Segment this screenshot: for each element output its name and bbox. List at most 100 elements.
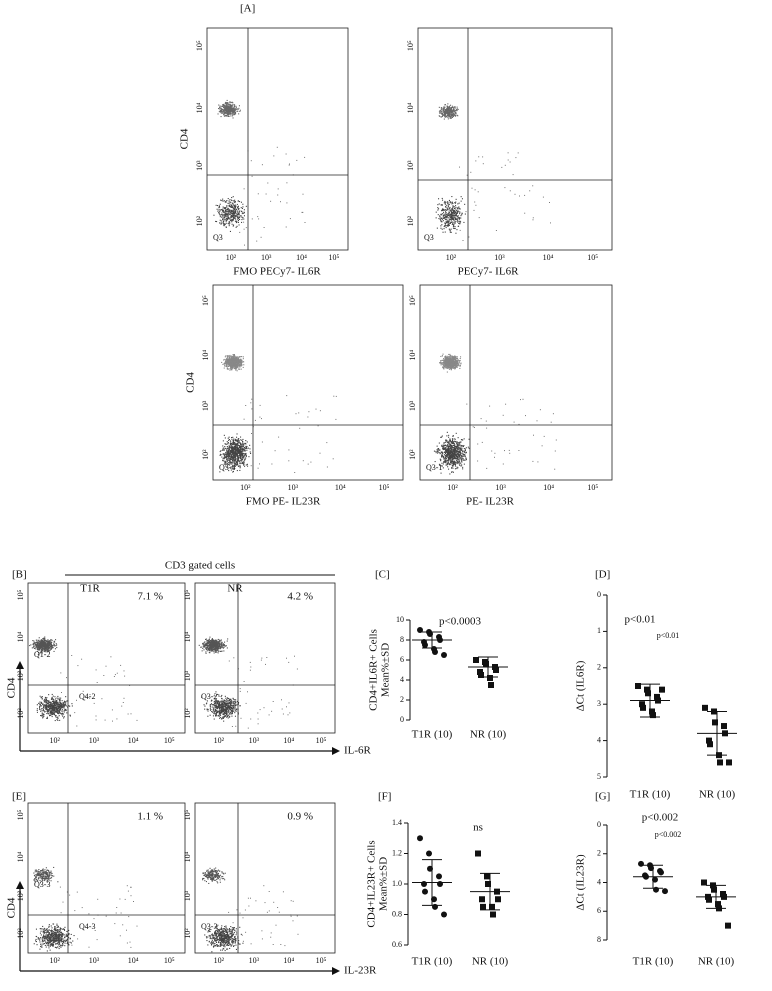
event-dot (226, 365, 228, 367)
event-dot (448, 445, 450, 447)
event-dot (228, 218, 230, 220)
event-dot (216, 208, 218, 210)
event-dot (451, 452, 453, 454)
event-dot (458, 461, 460, 463)
event-dot (43, 651, 45, 653)
event-dot (234, 209, 236, 211)
y-decade-label: 10³ (408, 400, 417, 411)
event-dot (234, 206, 236, 208)
event-dot (449, 367, 451, 369)
event-dot (238, 447, 240, 449)
event-dot (250, 160, 252, 162)
event-dot (239, 109, 241, 111)
event-dot (225, 102, 227, 104)
event-dot (41, 649, 43, 651)
event-dot (450, 117, 452, 119)
event-dot (456, 361, 458, 363)
event-dot (455, 450, 457, 452)
event-dot (244, 458, 246, 460)
event-dot (448, 368, 450, 370)
event-dot (225, 362, 227, 364)
event-dot (41, 647, 43, 649)
event-dot (450, 459, 452, 461)
event-dot (451, 105, 453, 107)
event-dot (233, 208, 235, 210)
event-dot (452, 462, 454, 464)
event-dot (452, 463, 454, 465)
event-dot (223, 110, 225, 112)
event-dot (234, 359, 236, 361)
event-dot (450, 216, 452, 218)
event-dot (454, 460, 456, 462)
event-dot (243, 461, 245, 463)
event-dot (441, 445, 443, 447)
event-dot (453, 455, 455, 457)
event-dot (452, 206, 454, 208)
event-dot (456, 447, 458, 449)
event-dot (447, 357, 449, 359)
event-dot (448, 447, 450, 449)
event-dot (226, 214, 228, 216)
event-dot (446, 360, 448, 362)
event-dot (439, 110, 441, 112)
event-dot (237, 441, 239, 443)
event-dot (447, 106, 449, 108)
event-dot (448, 361, 450, 363)
event-dot (243, 453, 245, 455)
event-dot (451, 216, 453, 218)
event-dot (259, 416, 261, 418)
event-dot (239, 463, 241, 465)
event-dot (459, 458, 461, 460)
event-dot (295, 413, 297, 415)
event-dot (452, 207, 454, 209)
event-dot (494, 456, 495, 458)
event-dot (226, 363, 228, 365)
event-dot (449, 219, 451, 221)
event-dot (62, 704, 64, 706)
event-dot (450, 111, 452, 113)
event-dot (456, 453, 458, 455)
event-dot (448, 454, 450, 456)
event-dot (450, 366, 452, 368)
event-dot (442, 457, 444, 459)
event-dot (226, 211, 228, 213)
event-dot (50, 647, 52, 649)
event-dot (234, 366, 236, 368)
event-dot (229, 108, 231, 110)
event-dot (40, 651, 42, 653)
event-dot (463, 454, 465, 456)
event-dot (223, 115, 225, 117)
event-dot (450, 452, 452, 454)
event-dot (459, 217, 461, 219)
event-dot (447, 447, 449, 449)
event-dot (441, 217, 443, 219)
event-dot (462, 459, 464, 461)
event-dot (241, 361, 243, 363)
event-dot (241, 446, 243, 448)
event-dot (51, 646, 53, 648)
event-dot (231, 437, 233, 439)
event-dot (443, 445, 445, 447)
event-dot (226, 219, 228, 221)
event-dot (453, 113, 455, 115)
event-dot (304, 222, 306, 223)
event-dot (239, 469, 241, 471)
event-dot (451, 465, 453, 467)
event-dot (49, 644, 51, 646)
event-dot (226, 359, 228, 361)
event-dot (448, 358, 450, 360)
y-decade-label: 10² (406, 215, 415, 226)
event-dot (507, 159, 509, 161)
event-dot (241, 207, 243, 209)
event-dot (251, 398, 253, 400)
event-dot (452, 205, 454, 207)
event-dot (450, 367, 452, 369)
event-dot (241, 460, 243, 462)
event-dot (43, 642, 45, 644)
event-dot (44, 642, 46, 644)
event-dot (289, 218, 291, 220)
event-dot (234, 449, 236, 451)
event-dot (222, 200, 224, 202)
event-dot (450, 231, 452, 233)
